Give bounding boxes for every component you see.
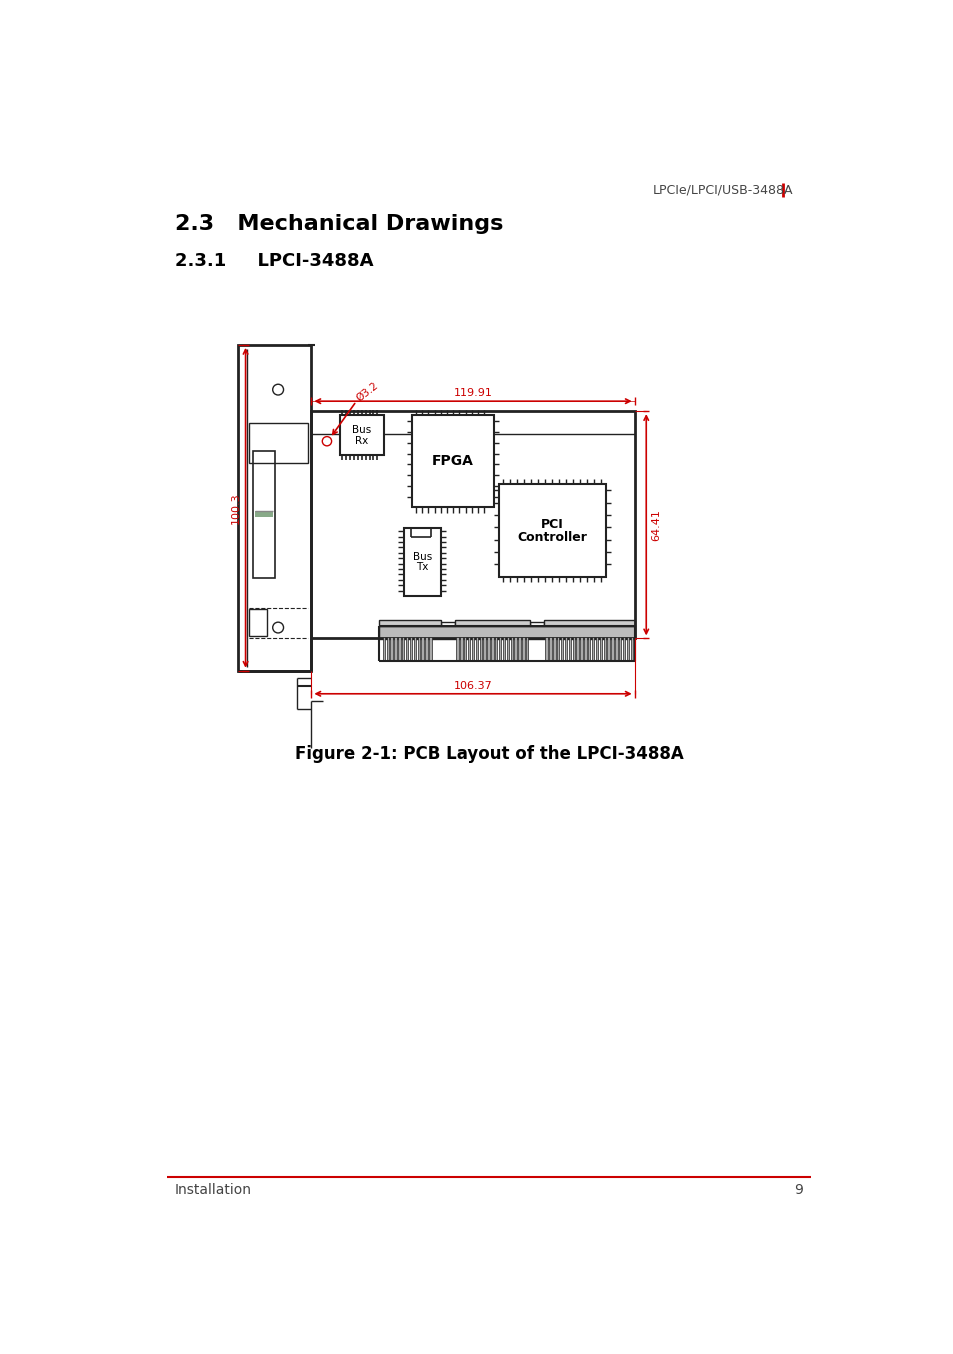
Bar bbox=[615, 636, 617, 662]
Bar bbox=[468, 636, 470, 662]
Bar bbox=[521, 636, 524, 662]
Bar bbox=[603, 636, 605, 662]
Text: Controller: Controller bbox=[517, 531, 587, 544]
Bar bbox=[429, 636, 431, 662]
Text: 9: 9 bbox=[793, 1183, 802, 1197]
Bar bbox=[599, 636, 601, 662]
Bar bbox=[311, 412, 634, 638]
Bar bbox=[514, 636, 517, 662]
Text: Installation: Installation bbox=[174, 1183, 252, 1197]
Bar bbox=[425, 636, 427, 662]
Text: Rx: Rx bbox=[355, 436, 368, 447]
Bar bbox=[502, 636, 505, 662]
Text: 100.3: 100.3 bbox=[231, 492, 241, 524]
Bar bbox=[543, 620, 634, 626]
Bar bbox=[417, 636, 419, 662]
Text: Bus: Bus bbox=[352, 425, 371, 436]
Bar bbox=[476, 636, 477, 662]
Bar bbox=[517, 636, 520, 662]
Bar bbox=[390, 636, 393, 662]
Bar bbox=[340, 416, 384, 455]
Text: 2.3   Mechanical Drawings: 2.3 Mechanical Drawings bbox=[174, 214, 503, 234]
Bar bbox=[456, 636, 458, 662]
Bar bbox=[479, 636, 481, 662]
Bar bbox=[406, 636, 408, 662]
Bar bbox=[583, 636, 586, 662]
Bar bbox=[510, 636, 513, 662]
Bar bbox=[455, 620, 530, 626]
Bar bbox=[557, 636, 558, 662]
Bar bbox=[592, 636, 594, 662]
Bar bbox=[553, 636, 555, 662]
Bar bbox=[560, 636, 562, 662]
Bar bbox=[378, 620, 440, 626]
Bar bbox=[549, 636, 551, 662]
Text: LPCIe/LPCI/USB-3488A: LPCIe/LPCI/USB-3488A bbox=[652, 184, 792, 196]
Bar bbox=[464, 636, 466, 662]
Bar bbox=[382, 636, 385, 662]
Text: FPGA: FPGA bbox=[431, 454, 473, 468]
Text: PCI: PCI bbox=[540, 517, 563, 531]
Bar bbox=[607, 636, 609, 662]
Bar bbox=[254, 512, 274, 517]
Bar bbox=[622, 636, 624, 662]
Bar bbox=[397, 636, 400, 662]
Bar bbox=[618, 636, 620, 662]
Bar bbox=[630, 636, 633, 662]
Bar bbox=[249, 422, 307, 463]
Text: 2.3.1     LPCI-3488A: 2.3.1 LPCI-3488A bbox=[174, 252, 374, 269]
Bar bbox=[249, 609, 266, 636]
Bar bbox=[386, 636, 389, 662]
Bar bbox=[402, 636, 404, 662]
Bar bbox=[410, 636, 412, 662]
Bar bbox=[564, 636, 567, 662]
Bar bbox=[472, 636, 474, 662]
Bar bbox=[495, 636, 497, 662]
Bar bbox=[253, 451, 274, 578]
Bar bbox=[498, 485, 605, 577]
Bar bbox=[491, 636, 493, 662]
Bar bbox=[572, 636, 575, 662]
Text: 64.41: 64.41 bbox=[651, 509, 660, 540]
Bar bbox=[596, 636, 598, 662]
Bar bbox=[498, 636, 500, 662]
Bar bbox=[525, 636, 528, 662]
Bar bbox=[530, 623, 543, 626]
Bar bbox=[611, 636, 613, 662]
Bar bbox=[579, 636, 582, 662]
Text: 119.91: 119.91 bbox=[453, 389, 492, 398]
Bar bbox=[394, 636, 396, 662]
Text: Ø3.2: Ø3.2 bbox=[354, 380, 379, 403]
Bar bbox=[421, 636, 423, 662]
Bar bbox=[403, 528, 440, 596]
Bar bbox=[587, 636, 590, 662]
Text: Tx: Tx bbox=[416, 562, 428, 573]
Bar bbox=[237, 345, 311, 670]
Bar bbox=[412, 416, 493, 508]
Bar bbox=[626, 636, 629, 662]
Bar bbox=[459, 636, 462, 662]
Text: Figure 2-1: PCB Layout of the LPCI-3488A: Figure 2-1: PCB Layout of the LPCI-3488A bbox=[294, 745, 682, 762]
Bar bbox=[440, 623, 455, 626]
Bar bbox=[568, 636, 571, 662]
Bar bbox=[545, 636, 547, 662]
Bar bbox=[483, 636, 485, 662]
Bar bbox=[487, 636, 489, 662]
Bar bbox=[506, 636, 509, 662]
Bar bbox=[378, 626, 634, 639]
Text: Bus: Bus bbox=[413, 551, 432, 562]
Bar bbox=[414, 636, 416, 662]
Text: 106.37: 106.37 bbox=[454, 681, 492, 691]
Bar bbox=[576, 636, 578, 662]
